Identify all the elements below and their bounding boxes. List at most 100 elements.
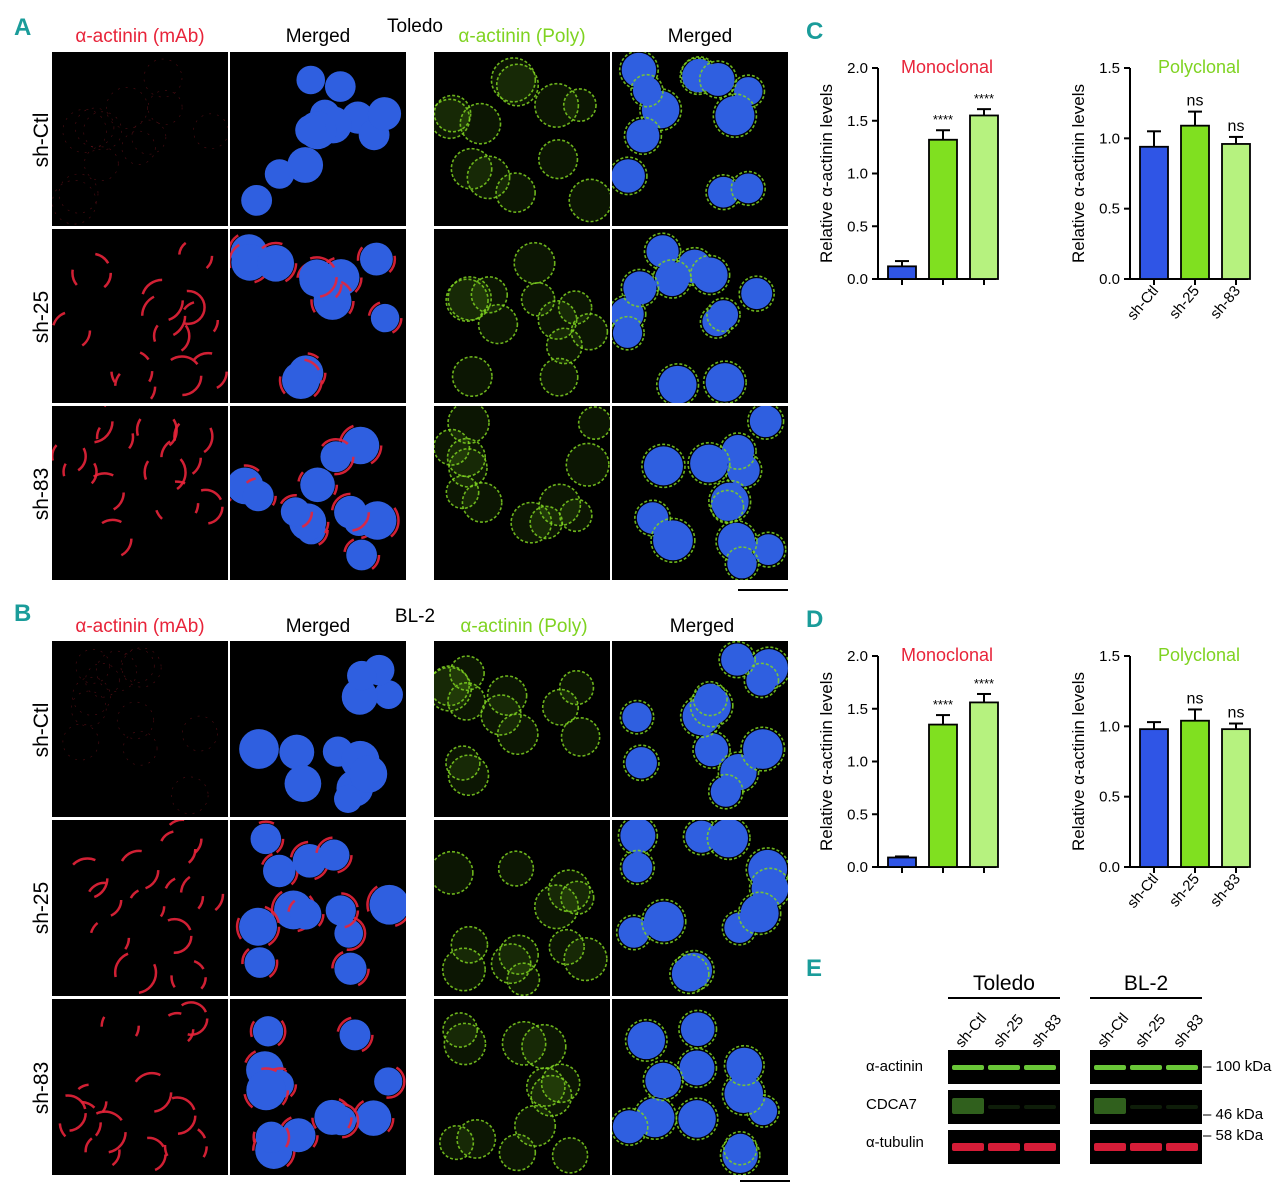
y-tick-label: 0.5: [1099, 789, 1120, 806]
y-tick-label: 0.0: [1099, 859, 1120, 876]
micrograph-cell: [434, 52, 610, 226]
micrograph-cell: [52, 999, 228, 1175]
protein-label-cdca7: CDCA7: [866, 1096, 917, 1113]
col-header-mab: α-actinin (mAb): [75, 26, 205, 47]
marker-label: 46 kDa: [1215, 1106, 1264, 1123]
micrograph-cell: [52, 52, 228, 226]
micrograph-image: [239, 654, 403, 813]
col-header-merged-2: Merged: [667, 26, 733, 47]
cell-line-title: Toledo: [387, 16, 443, 37]
micrograph-image: [434, 655, 601, 797]
col-header-poly: α-actinin (Poly): [458, 26, 586, 47]
panel-letter-b: B: [14, 600, 32, 627]
micrograph-cell: [612, 820, 788, 996]
blot-band: [1166, 1143, 1198, 1151]
micrograph-image: [66, 820, 225, 996]
col-header-merged: Merged: [285, 616, 351, 637]
group-underline: [1090, 997, 1202, 999]
blot-band: [1024, 1143, 1056, 1151]
micrograph-cell: [230, 229, 406, 403]
chart-title: Monoclonal: [901, 57, 993, 77]
micrograph-cell: [434, 820, 610, 996]
y-axis-label: Relative α-actinin levels: [817, 672, 836, 851]
blot-strip: [948, 1090, 1060, 1124]
y-axis-label: Relative α-actinin levels: [817, 84, 836, 263]
micrograph-image: [230, 231, 403, 403]
col-header-poly: α-actinin (Poly): [460, 616, 588, 637]
micrograph-image: [241, 65, 402, 216]
lane-label: sh-25: [990, 1011, 1028, 1051]
y-tick-label: 1.5: [847, 701, 868, 718]
blot-group-bl2: BL-2: [1123, 972, 1169, 995]
col-header-mab: α-actinin (mAb): [75, 616, 205, 637]
y-tick-label: 0.0: [847, 859, 868, 876]
chart-d-polyclonal: 0.0 0.5 1.0 1.5 Relative α-actinin levels Pol…: [1069, 645, 1251, 912]
bar-sh-83: [1221, 143, 1251, 280]
micrograph-cell: [612, 52, 788, 226]
micrograph-image: [230, 423, 400, 574]
panel-letter-e: E: [806, 955, 823, 982]
micrograph-image: [52, 58, 228, 225]
marker-46kda: – 46 kDa: [1203, 1106, 1264, 1123]
panel-letter-a: A: [14, 14, 32, 41]
blot-band: [1130, 1105, 1162, 1109]
bar-sh-83: [969, 114, 999, 280]
micrograph-cell: [612, 229, 788, 403]
bar-sh-25: [928, 723, 958, 868]
micrograph-image: [242, 1012, 406, 1173]
significance-label: ****: [974, 676, 994, 691]
micrograph-image: [434, 850, 608, 996]
significance-label: ns: [1187, 93, 1204, 110]
chart-title: Polyclonal: [1158, 645, 1240, 665]
bar-sh-25: [1180, 124, 1210, 280]
lane-label: sh-Ctl: [1094, 1009, 1133, 1051]
row-label-sh25: sh-25: [30, 290, 53, 344]
blot-band: [1024, 1064, 1056, 1070]
scale-bar: [740, 1180, 790, 1182]
blot-band: [1130, 1064, 1162, 1070]
micrograph-image: [615, 820, 788, 995]
bar-sh-Ctl: [887, 856, 917, 868]
y-tick-label: 1.5: [1099, 648, 1120, 665]
significance-label: ns: [1228, 118, 1245, 135]
blot-group-toledo: Toledo: [973, 972, 1035, 995]
y-tick-label: 0.5: [847, 806, 868, 823]
marker-100kda: – 100 kDa: [1203, 1058, 1272, 1075]
significance-label: ns: [1187, 690, 1204, 707]
micrograph-cell: [612, 999, 788, 1175]
row-label-shctl: sh-Ctl: [30, 702, 53, 758]
y-tick-label: 2.0: [847, 648, 868, 665]
significance-label: ****: [933, 697, 953, 712]
blot-strip: [1090, 1090, 1202, 1124]
blot-band: [952, 1098, 984, 1114]
micrograph-image: [434, 57, 610, 223]
blot-band: [1130, 1143, 1162, 1151]
x-tick-label: sh-25: [1166, 871, 1203, 911]
micrograph-image: [612, 232, 775, 403]
bar-sh-Ctl: [887, 265, 917, 280]
micrograph-image: [52, 238, 228, 403]
panel-letter-c: C: [806, 18, 824, 45]
micrograph-image: [612, 52, 766, 211]
y-tick-label: 1.5: [847, 113, 868, 130]
cell-line-title: BL-2: [394, 606, 436, 627]
micrograph-cell: [434, 406, 610, 580]
micrograph-cell: [52, 229, 228, 403]
significance-label: ****: [974, 91, 994, 106]
bar-sh-Ctl: [1139, 145, 1169, 280]
y-tick-label: 1.0: [847, 166, 868, 183]
micrograph-cell: [52, 820, 228, 996]
blot-band: [1094, 1143, 1126, 1151]
micrograph-cell: [52, 641, 228, 817]
lane-label: sh-Ctl: [952, 1009, 991, 1051]
micrograph-image: [434, 406, 610, 544]
blot-band: [1166, 1105, 1198, 1109]
significance-label: ns: [1228, 705, 1245, 722]
y-tick-label: 1.0: [847, 754, 868, 771]
blot-band: [988, 1105, 1020, 1109]
y-axis-label: Relative α-actinin levels: [1069, 84, 1088, 263]
marker-label: 100 kDa: [1215, 1058, 1272, 1075]
protein-label-tubulin: α-tubulin: [866, 1134, 924, 1151]
row-label-sh25: sh-25: [30, 881, 53, 935]
bar-sh-Ctl: [1139, 728, 1169, 868]
